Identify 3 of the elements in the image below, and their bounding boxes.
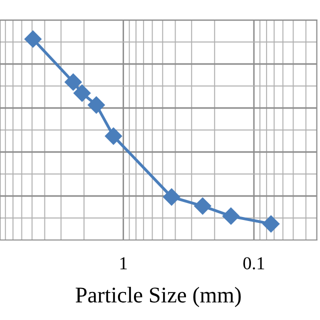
x-tick-label: 1 <box>120 257 127 270</box>
x-axis-title: Particle Size (mm) <box>76 286 241 308</box>
x-tick-label: 0.1 <box>243 257 264 270</box>
